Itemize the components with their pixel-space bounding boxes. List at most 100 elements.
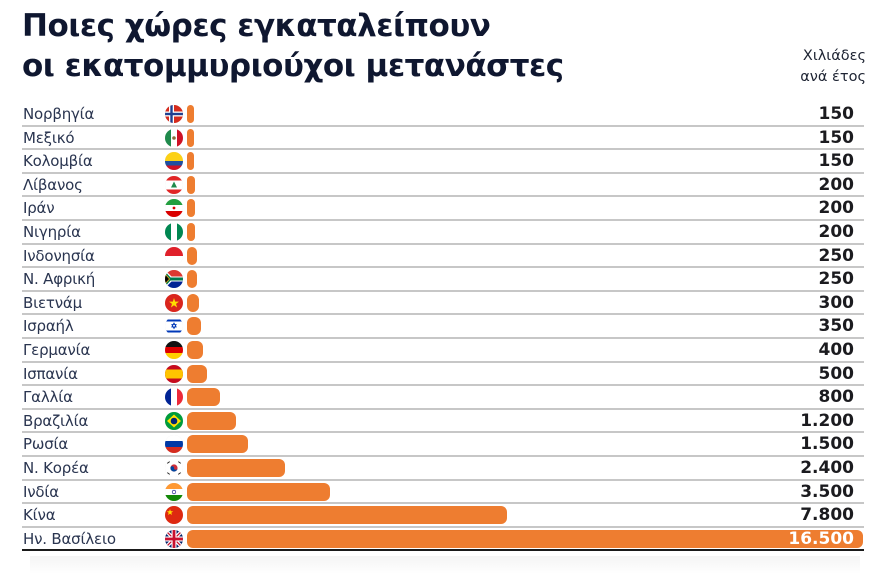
table-row: Βιετνάμ 300	[22, 292, 864, 316]
value-label: 16.500	[788, 528, 854, 549]
table-row: Γερμανία 400	[22, 339, 864, 363]
table-row: Κίνα 7.800	[22, 504, 864, 528]
mexico-flag-icon	[165, 128, 183, 147]
country-label: Ισραήλ	[23, 317, 74, 336]
country-label: Ν. Κορέα	[23, 458, 89, 477]
value-label: 2.400	[800, 457, 854, 478]
unit-label-line-2: ανά έτος	[800, 69, 866, 85]
country-label: Ν. Αφρική	[23, 270, 96, 289]
data-bar	[187, 364, 208, 383]
country-label: Νορβηγία	[23, 105, 95, 123]
table-row: Ισραήλ 350	[22, 315, 864, 339]
israel-flag-icon	[165, 317, 183, 336]
data-bar	[187, 246, 198, 265]
country-label: Βιετνάμ	[23, 293, 82, 312]
country-label: Βραζιλία	[23, 411, 89, 430]
value-label: 1.500	[800, 434, 854, 455]
table-row: Ν. Κορέα 2.400	[22, 457, 864, 481]
country-label: Κίνα	[23, 506, 56, 525]
table-row: Ιράν 200	[22, 197, 864, 221]
norway-flag-icon	[165, 105, 183, 123]
table-row: Γαλλία 800	[22, 386, 864, 410]
value-label: 7.800	[800, 505, 854, 526]
table-row: Μεξικό 150	[22, 127, 864, 151]
germany-flag-icon	[165, 340, 183, 359]
table-row: Ν. Αφρική 250	[22, 268, 864, 292]
table-row: Βραζιλία 1.200	[22, 410, 864, 434]
data-bar	[187, 482, 331, 501]
data-bar	[187, 152, 194, 171]
country-label: Γαλλία	[23, 388, 73, 407]
south-africa-flag-icon	[165, 270, 183, 289]
table-row: Νιγηρία 200	[22, 221, 864, 245]
uk-flag-icon	[165, 529, 183, 548]
table-row: Λίβανος 200	[22, 174, 864, 198]
country-label: Λίβανος	[23, 175, 83, 194]
country-label: Ινδονησία	[23, 246, 95, 265]
russia-flag-icon	[165, 435, 183, 454]
france-flag-icon	[165, 388, 183, 407]
table-row: Κολομβία 150	[22, 150, 864, 174]
data-bar	[187, 506, 507, 525]
value-label: 400	[818, 339, 855, 360]
value-label: 200	[818, 221, 855, 242]
table-row: Ην. Βασίλειο 16.500	[22, 528, 864, 552]
data-bar	[187, 340, 204, 359]
data-bar	[187, 529, 863, 548]
bottom-shadow	[30, 556, 860, 574]
table-row: Νορβηγία 150	[22, 103, 864, 127]
unit-label-line-1: Χιλιάδες	[802, 48, 866, 64]
value-label: 250	[818, 269, 855, 290]
value-label: 350	[818, 316, 855, 337]
unit-label: Χιλιάδες ανά έτος	[800, 46, 866, 88]
country-label: Γερμανία	[23, 340, 91, 359]
value-label: 300	[818, 292, 855, 313]
chart-title: Ποιες χώρες εγκαταλείπουν οι εκατομμυριο…	[22, 6, 564, 86]
country-label: Μεξικό	[23, 128, 75, 147]
table-row: Ινδονησία 250	[22, 245, 864, 269]
chart-title-line-2: οι εκατομμυριούχοι μετανάστες	[22, 48, 564, 84]
data-bar	[187, 222, 196, 241]
data-bar	[187, 317, 202, 336]
value-label: 150	[818, 104, 855, 124]
value-label: 500	[818, 363, 855, 384]
country-label: Ινδία	[23, 482, 59, 501]
value-label: 200	[818, 198, 855, 219]
data-bar	[187, 411, 237, 430]
value-label: 250	[818, 245, 855, 266]
data-bar	[187, 435, 249, 454]
lebanon-flag-icon	[165, 175, 183, 194]
data-bar	[187, 270, 198, 289]
data-bar	[187, 293, 200, 312]
bar-chart-rows: Νορβηγία 150 Μεξικό 150 Κολομβία 150 Λίβανος 20…	[22, 103, 864, 552]
iran-flag-icon	[165, 199, 183, 218]
spain-flag-icon	[165, 364, 183, 383]
country-label: Ρωσία	[23, 435, 69, 454]
china-flag-icon	[165, 506, 183, 525]
data-bar	[187, 458, 286, 477]
country-label: Ιράν	[23, 199, 55, 218]
colombia-flag-icon	[165, 152, 183, 171]
value-label: 150	[818, 127, 855, 148]
south-korea-flag-icon	[165, 458, 183, 477]
value-label: 800	[818, 387, 855, 408]
chart-title-line-1: Ποιες χώρες εγκαταλείπουν	[22, 8, 491, 44]
brazil-flag-icon	[165, 411, 183, 430]
data-bar	[187, 175, 196, 194]
table-row: Ινδία 3.500	[22, 481, 864, 505]
country-label: Ισπανία	[23, 364, 78, 383]
value-label: 150	[818, 151, 855, 172]
country-label: Ην. Βασίλειο	[23, 529, 116, 548]
value-label: 200	[818, 174, 855, 195]
nigeria-flag-icon	[165, 222, 183, 241]
data-bar	[187, 388, 220, 407]
data-bar	[187, 199, 196, 218]
data-bar	[187, 128, 194, 147]
data-bar	[187, 105, 194, 123]
value-label: 1.200	[800, 410, 854, 431]
india-flag-icon	[165, 482, 183, 501]
indonesia-flag-icon	[165, 246, 183, 265]
table-row: Ρωσία 1.500	[22, 433, 864, 457]
table-row: Ισπανία 500	[22, 363, 864, 387]
vietnam-flag-icon	[165, 293, 183, 312]
